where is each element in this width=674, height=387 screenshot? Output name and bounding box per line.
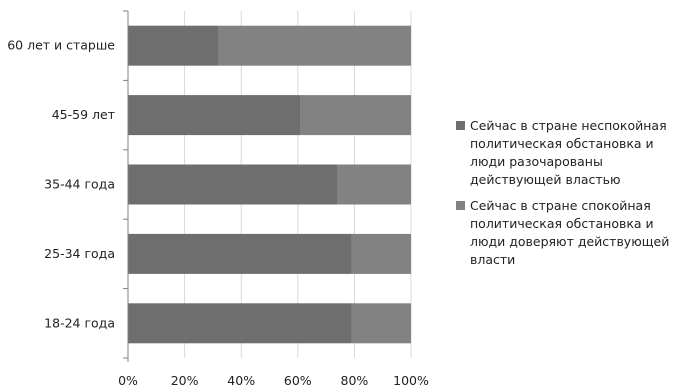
bar-segment-unrest: [128, 95, 301, 136]
legend-label-unrest: Сейчас в стране неспокойная политическая…: [470, 118, 667, 187]
legend-item-unrest: Сейчас в стране неспокойная политическая…: [456, 117, 671, 189]
x-tick-label: 40%: [227, 373, 255, 387]
bar-segment-calm: [351, 303, 411, 344]
category-labels: 60 лет и старше 45-59 лет 35-44 года 25-34 …: [7, 38, 115, 331]
category-label: 45-59 лет: [52, 107, 115, 122]
legend-swatch-unrest: [456, 121, 465, 130]
category-label: 60 лет и старше: [7, 38, 115, 53]
legend: Сейчас в стране неспокойная политическая…: [456, 117, 671, 277]
legend-swatch-calm: [456, 201, 465, 210]
bar-segment-calm: [337, 164, 411, 205]
legend-item-calm: Сейчас в стране спокойная политическая о…: [456, 197, 671, 269]
legend-label-calm: Сейчас в стране спокойная политическая о…: [470, 198, 670, 267]
bar-segment-calm: [351, 233, 411, 274]
bar-segment-unrest: [128, 25, 219, 66]
x-tick-label: 100%: [393, 373, 429, 387]
bar-segment-unrest: [128, 164, 338, 205]
x-tick-label: 60%: [284, 373, 312, 387]
x-tick-label: 20%: [171, 373, 199, 387]
x-tick-label: 0%: [118, 373, 138, 387]
category-label: 25-34 года: [44, 246, 115, 261]
bar-segment-calm: [218, 25, 411, 66]
x-tick-labels: 0% 20% 40% 60% 80% 100%: [118, 373, 429, 387]
bar-segment-unrest: [128, 303, 352, 344]
x-tick-label: 80%: [341, 373, 369, 387]
category-axis: [123, 10, 129, 362]
bars: [128, 25, 411, 344]
category-label: 35-44 года: [44, 177, 115, 192]
category-label: 18-24 года: [44, 315, 115, 330]
bar-segment-unrest: [128, 233, 352, 274]
bar-segment-calm: [300, 95, 411, 136]
